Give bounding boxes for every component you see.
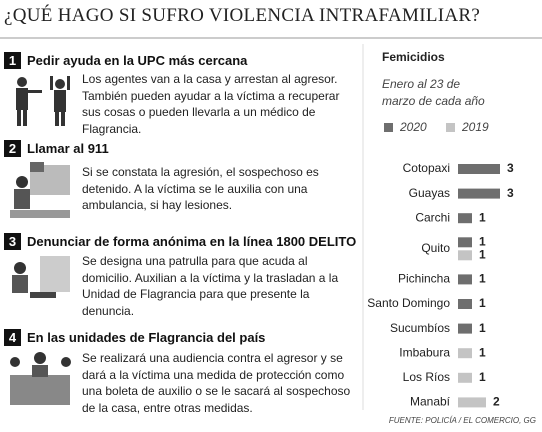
category-label: Imbabura bbox=[399, 345, 450, 359]
legend-label: 2019 bbox=[461, 120, 489, 134]
step-heading: Denunciar de forma anónima en la línea 1… bbox=[27, 234, 357, 249]
bar bbox=[458, 397, 486, 408]
illustration bbox=[12, 256, 70, 298]
value-label: 3 bbox=[507, 161, 514, 175]
step-text: Se designa una patrulla para que acuda a… bbox=[82, 254, 339, 318]
bar bbox=[458, 299, 472, 309]
bar bbox=[458, 164, 500, 174]
value-label: 2 bbox=[493, 395, 500, 409]
step-heading: Pedir ayuda en la UPC más cercana bbox=[27, 53, 248, 68]
illustration bbox=[10, 162, 70, 218]
value-label: 1 bbox=[479, 370, 486, 384]
category-label: Santo Domingo bbox=[367, 296, 450, 310]
value-label: 3 bbox=[507, 186, 514, 200]
value-label: 1 bbox=[479, 234, 486, 248]
step-number: 1 bbox=[4, 52, 21, 69]
category-label: Sucumbíos bbox=[390, 321, 450, 335]
category-label: Carchi bbox=[415, 210, 450, 224]
step-number: 4 bbox=[4, 329, 21, 346]
title: ¿QUÉ HAGO SI SUFRO VIOLENCIA INTRAFAMILI… bbox=[4, 5, 481, 26]
bar bbox=[458, 250, 472, 261]
illustration bbox=[16, 76, 70, 126]
value-label: 1 bbox=[479, 210, 486, 224]
step-text: Si se constata la agresión, el sospechos… bbox=[82, 165, 319, 212]
category-label: Manabí bbox=[410, 395, 451, 409]
step-text: Los agentes van a la casa y arrestan al … bbox=[82, 72, 340, 136]
step-heading: Llamar al 911 bbox=[27, 141, 109, 156]
bar bbox=[458, 237, 472, 248]
value-label: 1 bbox=[479, 296, 486, 310]
bar bbox=[458, 213, 472, 224]
legend-swatch bbox=[446, 123, 455, 132]
value-label: 1 bbox=[479, 321, 486, 335]
step-number: 3 bbox=[4, 233, 21, 250]
chart-subtitle: Enero al 23 de marzo de cada año bbox=[382, 77, 485, 108]
bar bbox=[458, 323, 472, 334]
value-label: 1 bbox=[479, 247, 486, 261]
legend-label: 2020 bbox=[399, 120, 427, 134]
bar bbox=[458, 348, 472, 359]
category-label: Guayas bbox=[409, 186, 450, 200]
source: FUENTE: POLICÍA / EL COMERCIO, GG bbox=[388, 416, 536, 425]
step-text: Se realizará una audiencia contra el agr… bbox=[82, 351, 351, 415]
step-number: 2 bbox=[4, 140, 21, 157]
illustration bbox=[10, 352, 71, 405]
bar bbox=[458, 188, 500, 199]
category-label: Pichincha bbox=[398, 272, 450, 286]
bar bbox=[458, 372, 472, 383]
bar bbox=[458, 274, 472, 285]
category-label: Los Ríos bbox=[403, 370, 450, 384]
value-label: 1 bbox=[479, 272, 486, 286]
chart-title: Femicidios bbox=[382, 50, 445, 64]
category-label: Quito bbox=[421, 241, 450, 255]
legend-swatch bbox=[384, 123, 393, 132]
step-heading: En las unidades de Flagrancia del país bbox=[27, 330, 266, 345]
value-label: 1 bbox=[479, 345, 486, 359]
category-label: Cotopaxi bbox=[403, 161, 450, 175]
